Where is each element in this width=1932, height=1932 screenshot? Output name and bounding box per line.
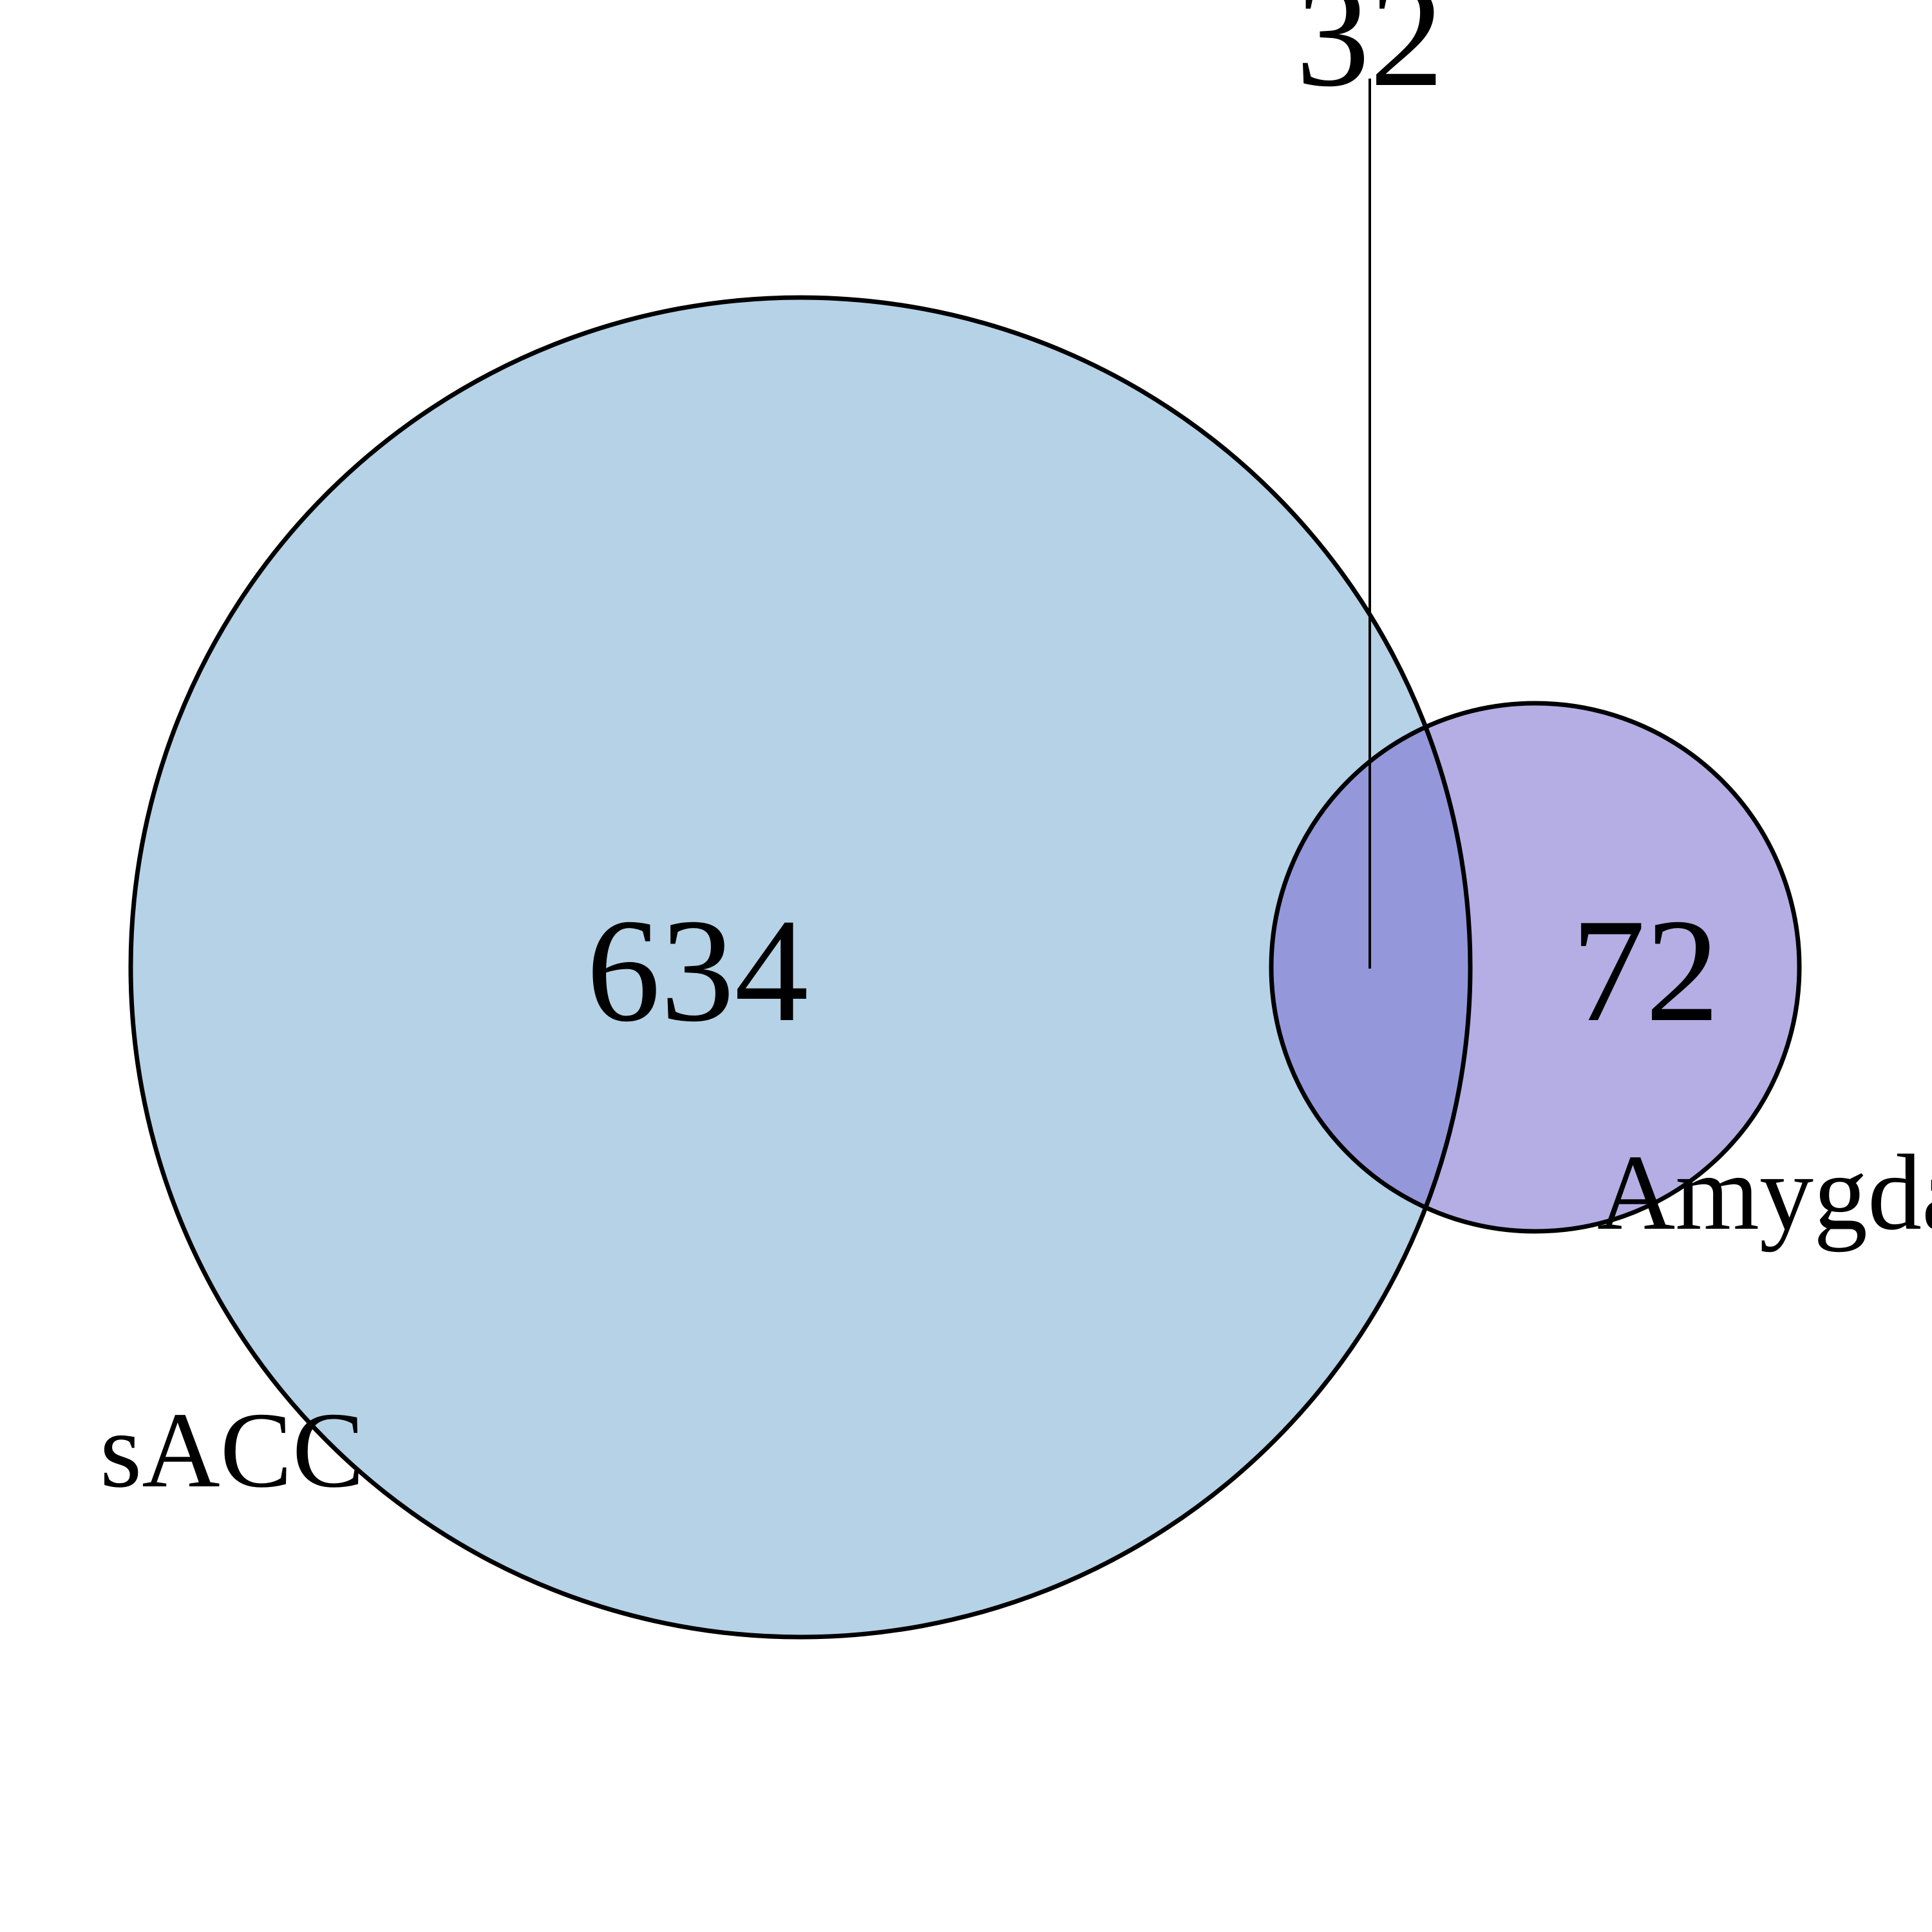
intersection-region <box>1271 703 1470 1231</box>
sacc-label: sACC <box>100 1390 365 1510</box>
amygdala-only-count: 72 <box>1571 888 1719 1052</box>
amygdala-label: Amygdala <box>1597 1133 1932 1253</box>
amygdala-outline <box>1269 701 1802 1234</box>
intersection-count: 32 <box>1296 0 1444 117</box>
sacc-outline <box>128 295 1473 1640</box>
sacc-only-count: 634 <box>587 888 809 1052</box>
sacc-circle <box>131 298 1470 1637</box>
